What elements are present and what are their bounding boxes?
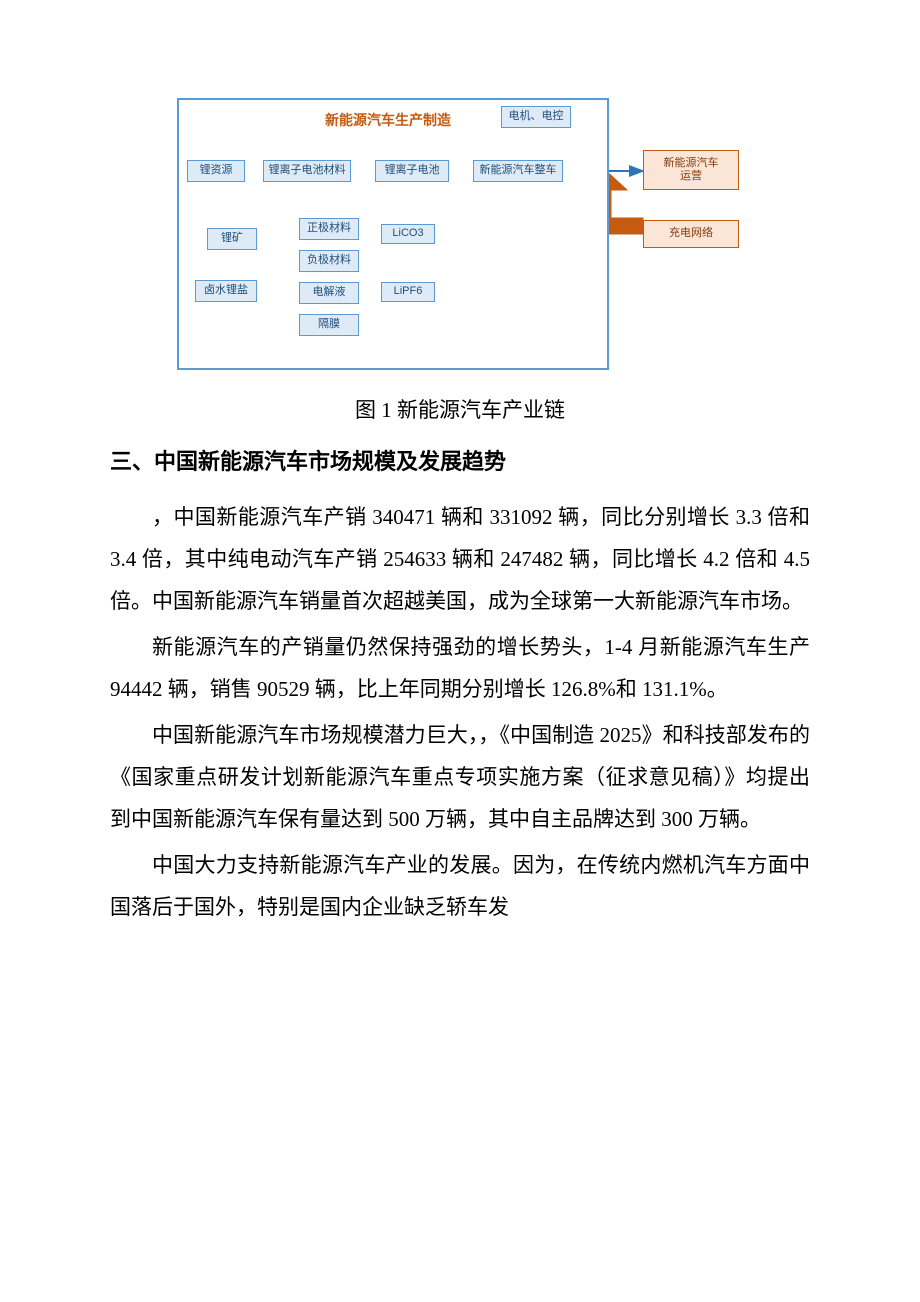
diagram-container: 新能源汽车生产制造锂资源锂离子电池材料 锂离子电池 新能源汽车整车 电机、电控锂矿卤水…: [165, 90, 755, 424]
node-n9: 负极材料: [299, 250, 359, 272]
node-r2: 充电网络: [643, 220, 739, 248]
frame-title: 新能源汽车生产制造: [325, 110, 451, 130]
document-page: 新能源汽车生产制造锂资源锂离子电池材料 锂离子电池 新能源汽车整车 电机、电控锂矿卤水…: [0, 0, 920, 992]
figure-caption: 图 1 新能源汽车产业链: [165, 394, 755, 424]
node-n1: 锂资源: [187, 160, 245, 182]
paragraph: ，中国新能源汽车产销 340471 辆和 331092 辆，同比分别增长 3.3…: [110, 496, 810, 622]
node-n11: 隔膜: [299, 314, 359, 336]
paragraph: 新能源汽车的产销量仍然保持强劲的增长势头，1-4 月新能源汽车生产 94442 …: [110, 626, 810, 710]
node-n5: 电机、电控: [501, 106, 571, 128]
node-n10: 电解液: [299, 282, 359, 304]
section-heading: 三、中国新能源汽车市场规模及发展趋势: [110, 442, 810, 482]
paragraph: 中国大力支持新能源汽车产业的发展。因为，在传统内燃机汽车方面中国落后于国外，特别…: [110, 844, 810, 928]
node-n4: 新能源汽车整车: [473, 160, 563, 182]
industry-chain-diagram: 新能源汽车生产制造锂资源锂离子电池材料 锂离子电池 新能源汽车整车 电机、电控锂矿卤水…: [165, 90, 755, 380]
node-n6: 锂矿: [207, 228, 257, 250]
node-n2: 锂离子电池材料: [263, 160, 351, 182]
node-n3: 锂离子电池: [375, 160, 449, 182]
node-n7: 卤水锂盐: [195, 280, 257, 302]
node-n13: LiPF6: [381, 282, 435, 302]
paragraph: 中国新能源汽车市场规模潜力巨大，，《中国制造 2025》和科技部发布的《国家重点…: [110, 714, 810, 840]
node-n8: 正极材料: [299, 218, 359, 240]
node-r1: 新能源汽车运营: [643, 150, 739, 190]
node-n12: LiCO3: [381, 224, 435, 244]
